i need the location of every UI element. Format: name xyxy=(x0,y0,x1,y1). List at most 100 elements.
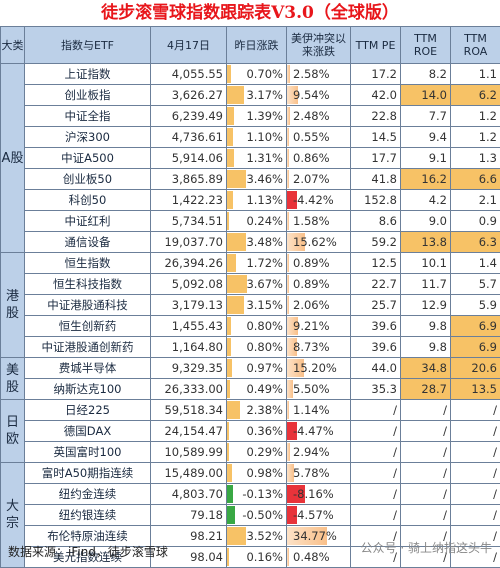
pe-value: / xyxy=(351,505,401,526)
day-change-value: -0.13% xyxy=(227,487,286,501)
day-change-cell: 0.29% xyxy=(227,442,287,463)
roe-value: / xyxy=(401,484,451,505)
since-change-value: 9.21% xyxy=(287,319,350,333)
roa-value: 0.9 xyxy=(451,211,500,232)
roa-value: / xyxy=(451,484,500,505)
index-name: 恒生科技指数 xyxy=(25,274,151,295)
day-change-cell: 3.52% xyxy=(227,526,287,547)
pe-value: 17.7 xyxy=(351,148,401,169)
header-category: 大类 xyxy=(1,27,25,64)
price-value: 4,055.55 xyxy=(151,64,227,85)
day-change-cell: 0.98% xyxy=(227,463,287,484)
index-name: 中证红利 xyxy=(25,211,151,232)
roe-value: / xyxy=(401,505,451,526)
roe-value: 34.8 xyxy=(401,358,451,379)
day-change-cell: 0.80% xyxy=(227,337,287,358)
watermark: 公众号 · 骑上纳指这头牛 xyxy=(361,539,492,556)
index-name: 纽约金连续 xyxy=(25,484,151,505)
index-name: 日经225 xyxy=(25,400,151,421)
day-change-cell: 2.38% xyxy=(227,400,287,421)
roa-value: 1.2 xyxy=(451,106,500,127)
day-change-value: 3.17% xyxy=(227,88,286,102)
page-title: 徒步滚雪球指数跟踪表V3.0（全球版） xyxy=(0,0,500,26)
day-change-cell: 0.70% xyxy=(227,64,287,85)
roa-value: 6.2 xyxy=(451,85,500,106)
index-name: 英国富时100 xyxy=(25,442,151,463)
data-source-note: 数据来源：iFind，徒步滚雪球 xyxy=(8,543,168,560)
roe-value: 9.8 xyxy=(401,337,451,358)
pe-value: 35.3 xyxy=(351,379,401,400)
price-value: 79.18 xyxy=(151,505,227,526)
index-name: 德国DAX xyxy=(25,421,151,442)
since-change-value: 8.73% xyxy=(287,340,350,354)
day-change-cell: 3.46% xyxy=(227,169,287,190)
pe-value: 39.6 xyxy=(351,316,401,337)
since-change-cell: 5.78% xyxy=(287,463,351,484)
pe-value: / xyxy=(351,484,401,505)
index-name: 中证港股通创新药 xyxy=(25,337,151,358)
index-name: 恒生指数 xyxy=(25,253,151,274)
index-name: 中证港股通科技 xyxy=(25,295,151,316)
index-name: 通信设备 xyxy=(25,232,151,253)
day-change-cell: -0.50% xyxy=(227,505,287,526)
pe-value: 17.2 xyxy=(351,64,401,85)
since-change-value: 5.78% xyxy=(287,466,350,480)
index-name: 纳斯达克100 xyxy=(25,379,151,400)
pe-value: 8.6 xyxy=(351,211,401,232)
price-value: 5,734.51 xyxy=(151,211,227,232)
price-value: 10,589.99 xyxy=(151,442,227,463)
since-change-cell: 0.55% xyxy=(287,127,351,148)
pe-value: 14.5 xyxy=(351,127,401,148)
day-change-cell: 1.13% xyxy=(227,190,287,211)
since-change-value: 0.89% xyxy=(287,277,350,291)
day-change-value: 0.29% xyxy=(227,445,286,459)
day-change-cell: 0.80% xyxy=(227,316,287,337)
roe-value: / xyxy=(401,400,451,421)
since-change-cell: 2.06% xyxy=(287,295,351,316)
day-change-value: 0.80% xyxy=(227,340,286,354)
roe-value: 9.4 xyxy=(401,127,451,148)
price-value: 4,736.61 xyxy=(151,127,227,148)
pe-value: 41.8 xyxy=(351,169,401,190)
day-change-cell: 0.49% xyxy=(227,379,287,400)
day-change-value: 0.70% xyxy=(227,67,286,81)
roe-value: / xyxy=(401,421,451,442)
header-pe: TTM PE xyxy=(351,27,401,64)
day-change-cell: 0.36% xyxy=(227,421,287,442)
day-change-value: 3.52% xyxy=(227,529,286,543)
pe-value: 44.0 xyxy=(351,358,401,379)
roe-value: 9.1 xyxy=(401,148,451,169)
roa-value: / xyxy=(451,421,500,442)
since-change-cell: -4.42% xyxy=(287,190,351,211)
day-change-cell: 1.10% xyxy=(227,127,287,148)
header-day-change: 昨日涨跌 xyxy=(227,27,287,64)
day-change-value: 1.39% xyxy=(227,109,286,123)
roe-value: 4.2 xyxy=(401,190,451,211)
roa-value: 13.5 xyxy=(451,379,500,400)
day-change-cell: 0.97% xyxy=(227,358,287,379)
day-change-value: 0.98% xyxy=(227,466,286,480)
since-change-value: 0.55% xyxy=(287,130,350,144)
since-change-value: -4.42% xyxy=(287,193,350,207)
day-change-value: 3.67% xyxy=(227,277,286,291)
since-change-value: 2.58% xyxy=(287,67,350,81)
pe-value: 22.8 xyxy=(351,106,401,127)
day-change-value: 3.15% xyxy=(227,298,286,312)
price-value: 3,179.13 xyxy=(151,295,227,316)
since-change-cell: 1.58% xyxy=(287,211,351,232)
price-value: 9,329.35 xyxy=(151,358,227,379)
day-change-cell: 3.48% xyxy=(227,232,287,253)
roa-value: 1.1 xyxy=(451,64,500,85)
pe-value: / xyxy=(351,421,401,442)
price-value: 24,154.47 xyxy=(151,421,227,442)
day-change-value: -0.50% xyxy=(227,508,286,522)
index-name: 富时A50期指连续 xyxy=(25,463,151,484)
